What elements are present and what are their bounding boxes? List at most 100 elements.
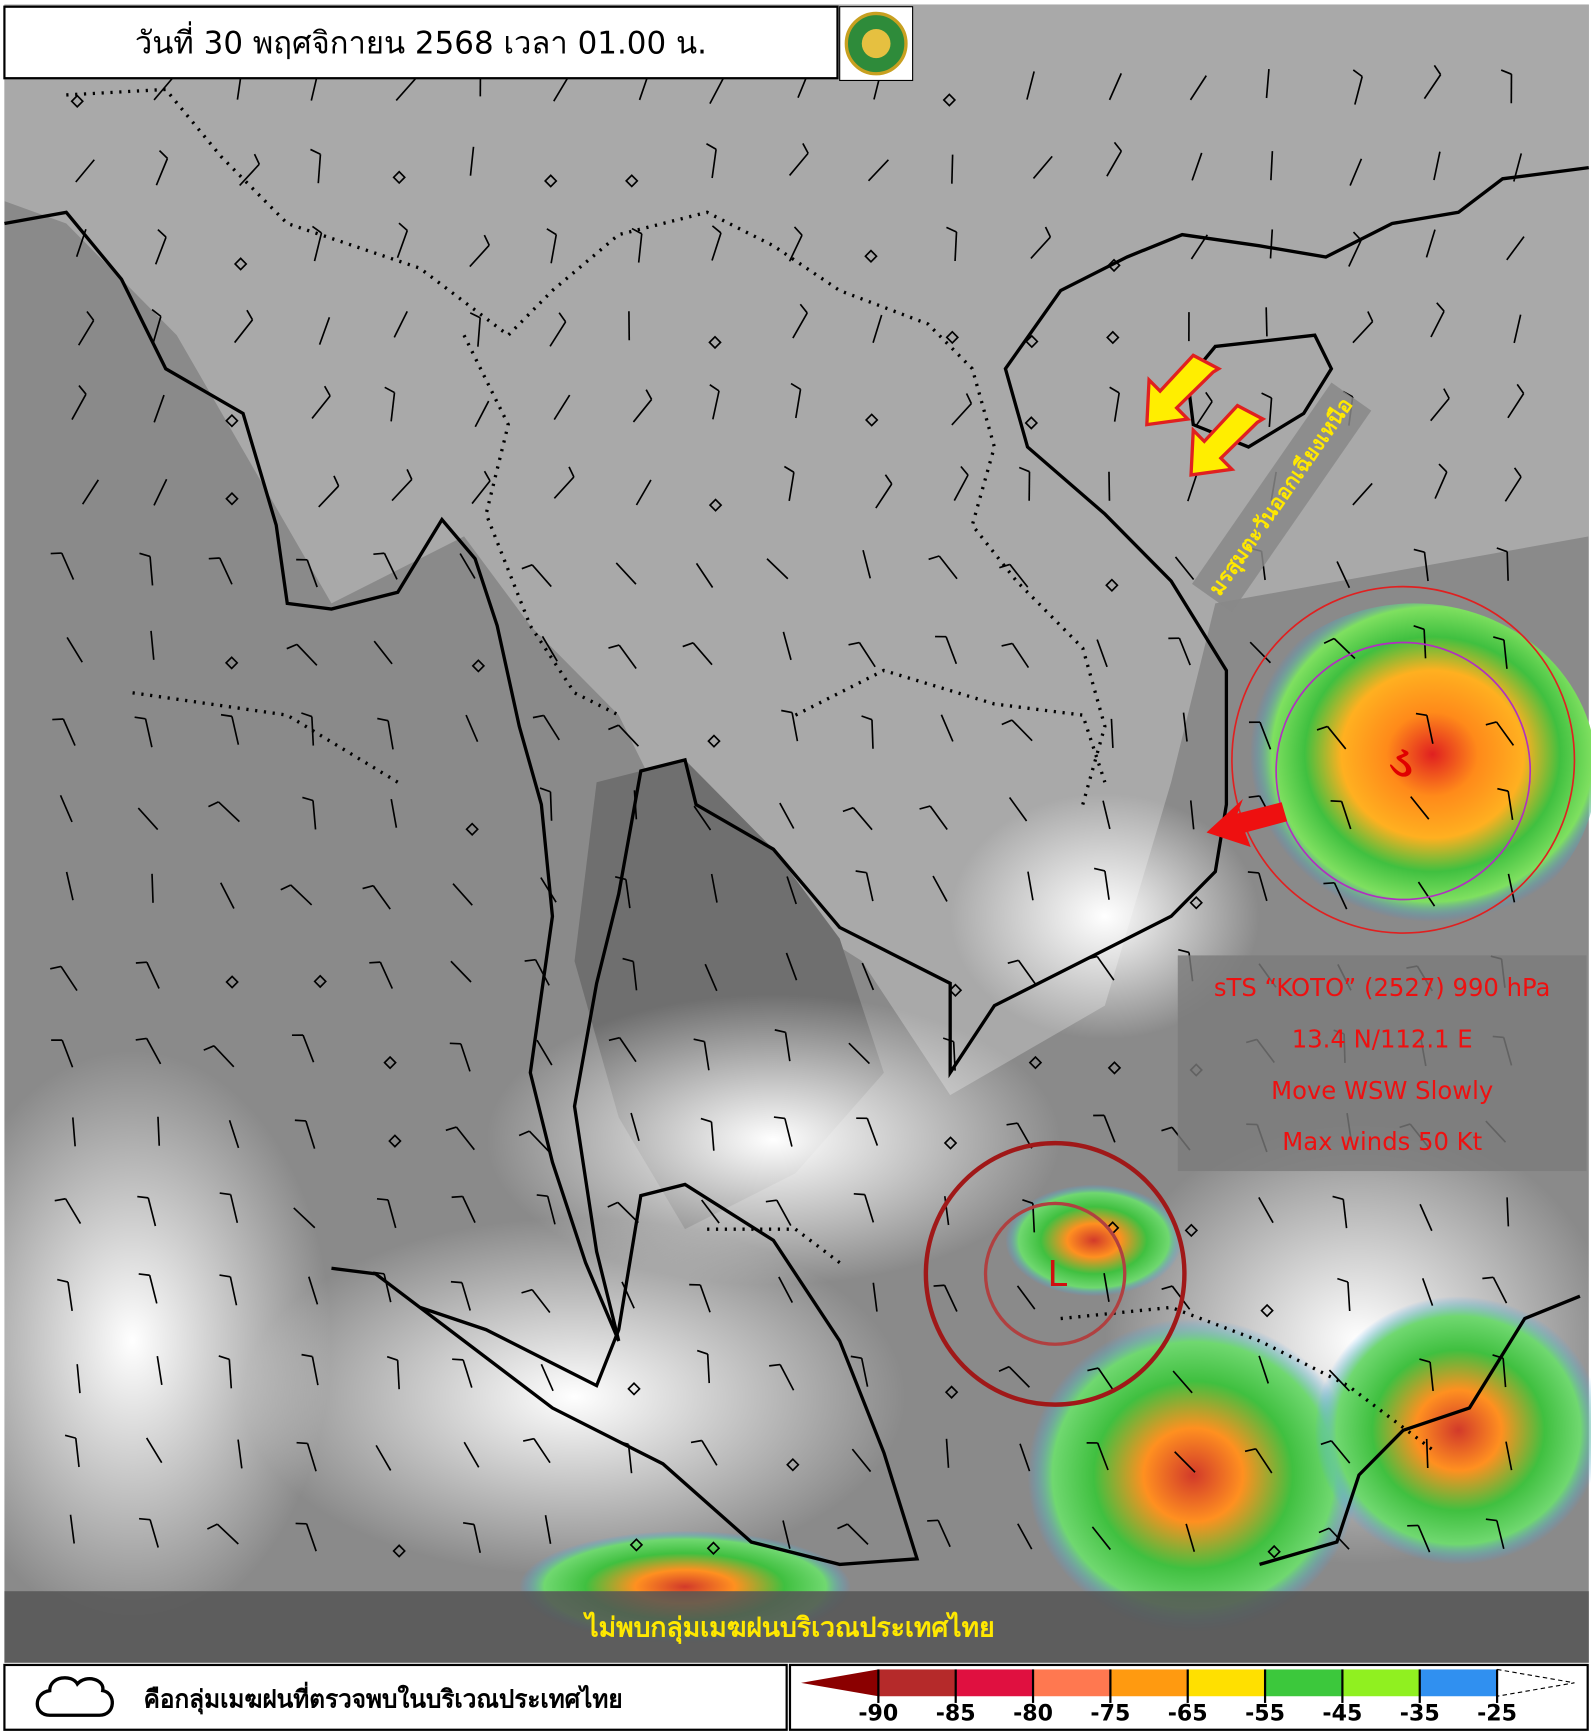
wind-barb bbox=[469, 146, 475, 176]
wind-barb bbox=[216, 1523, 239, 1545]
calm-marker bbox=[864, 249, 878, 263]
wind-barb-flag bbox=[568, 466, 575, 478]
wind-barb bbox=[546, 1195, 556, 1225]
wind-barb bbox=[137, 807, 159, 831]
wind-barb bbox=[1103, 1273, 1110, 1302]
wind-barb bbox=[633, 790, 638, 820]
wind-barb bbox=[1496, 1520, 1505, 1549]
cloud-icon bbox=[35, 1676, 114, 1717]
wind-barb bbox=[1174, 556, 1195, 581]
wind-barb bbox=[1495, 721, 1515, 746]
calm-marker bbox=[1107, 1061, 1122, 1075]
wind-barb bbox=[1507, 790, 1514, 820]
wind-barb bbox=[154, 236, 167, 265]
wind-barb-flag bbox=[1337, 1277, 1349, 1283]
wind-barb bbox=[1096, 639, 1108, 668]
wind-barb bbox=[531, 1289, 551, 1314]
wind-barb-flag bbox=[469, 312, 481, 319]
wind-barb bbox=[302, 1034, 315, 1063]
wind-barb-flag bbox=[524, 958, 536, 962]
wind-barb bbox=[945, 1438, 950, 1468]
wind-barb bbox=[929, 805, 948, 831]
wind-barb-flag bbox=[1113, 141, 1122, 152]
wind-barb-flag bbox=[607, 1201, 619, 1208]
wind-barb bbox=[534, 959, 550, 986]
wind-barb bbox=[469, 244, 490, 268]
calm-marker bbox=[948, 983, 963, 998]
wind-barb bbox=[1507, 873, 1516, 903]
wind-barb bbox=[1419, 1203, 1433, 1232]
calm-marker bbox=[392, 170, 406, 185]
wind-barb bbox=[1113, 392, 1120, 422]
wind-barb-flag bbox=[445, 1126, 457, 1132]
wind-barb bbox=[65, 871, 74, 901]
wind-barb bbox=[1425, 229, 1436, 258]
wind-barb bbox=[1270, 151, 1274, 181]
colorbar-swatch bbox=[1419, 1669, 1498, 1697]
wind-barb-flag bbox=[1415, 712, 1427, 717]
wind-barb-flag bbox=[1493, 636, 1505, 641]
wind-barb bbox=[379, 961, 394, 989]
wind-barb bbox=[461, 1282, 472, 1311]
wind-barb bbox=[305, 1523, 317, 1552]
wind-barb-flag bbox=[1044, 226, 1052, 238]
wind-barb bbox=[1349, 158, 1363, 186]
wind-barb-flag bbox=[1318, 1527, 1330, 1534]
colorbar-swatch bbox=[1110, 1669, 1188, 1697]
wind-barb-flag bbox=[700, 1117, 712, 1123]
wind-barb-flag bbox=[536, 1194, 548, 1198]
wind-barb bbox=[794, 389, 802, 419]
wind-barb bbox=[1513, 153, 1523, 182]
wind-barb bbox=[635, 479, 652, 506]
wind-barb-flag bbox=[617, 1440, 629, 1446]
wind-barb bbox=[463, 1441, 480, 1468]
wind-barb bbox=[1505, 1441, 1513, 1471]
wind-barb bbox=[1268, 397, 1273, 427]
wind-barb bbox=[858, 642, 876, 668]
wind-barb bbox=[372, 885, 391, 910]
wind-barb-flag bbox=[373, 552, 385, 556]
wind-barb-flag bbox=[302, 796, 314, 802]
low-radius-inner bbox=[983, 1201, 1127, 1346]
wind-barb-flag bbox=[1443, 388, 1450, 399]
wind-barb bbox=[1259, 721, 1272, 750]
wind-barb bbox=[531, 564, 552, 588]
calm-marker bbox=[225, 413, 239, 428]
colorbar-tick-label: -45 bbox=[1322, 1701, 1362, 1727]
wind-barb-flag bbox=[558, 312, 567, 323]
wind-barb bbox=[71, 1117, 76, 1147]
wind-barb bbox=[952, 1041, 956, 1071]
calm-marker bbox=[1267, 1544, 1281, 1559]
wind-barb bbox=[700, 1199, 720, 1224]
wind-barb bbox=[1417, 1525, 1431, 1553]
wind-barb-flag bbox=[158, 150, 169, 159]
wind-barb bbox=[619, 1037, 637, 1063]
calm-marker bbox=[70, 94, 84, 109]
low-marker: L bbox=[1048, 1254, 1068, 1295]
wind-barb-flag bbox=[134, 716, 146, 720]
borders bbox=[66, 87, 1438, 1454]
wind-barb-flag bbox=[706, 143, 717, 150]
calm-marker bbox=[1105, 578, 1119, 593]
wind-barb-flag bbox=[614, 875, 627, 881]
wind-barb bbox=[318, 485, 340, 508]
wind-barb bbox=[1011, 642, 1030, 669]
storm-arrow bbox=[1206, 798, 1288, 848]
wind-barb-flag bbox=[842, 806, 854, 813]
land-north bbox=[4, 4, 1589, 1096]
wind-barb bbox=[701, 1440, 718, 1466]
wind-barb-flag bbox=[1161, 1126, 1173, 1132]
calm-marker bbox=[786, 1457, 800, 1472]
wind-barb bbox=[1110, 718, 1114, 748]
wind-barb bbox=[1352, 482, 1373, 506]
wind-barb bbox=[618, 724, 640, 747]
convective-clouds bbox=[1005, 1184, 1183, 1297]
colorbar-tick-label: -80 bbox=[1013, 1701, 1053, 1727]
calm-marker bbox=[383, 1055, 397, 1070]
wind-barb-flag bbox=[1320, 1440, 1332, 1446]
wind-barb bbox=[1417, 881, 1436, 907]
wind-barb bbox=[1425, 1438, 1429, 1469]
wind-barb bbox=[147, 1197, 157, 1227]
wind-barb bbox=[293, 1207, 316, 1229]
wind-barb-flag bbox=[631, 227, 643, 235]
